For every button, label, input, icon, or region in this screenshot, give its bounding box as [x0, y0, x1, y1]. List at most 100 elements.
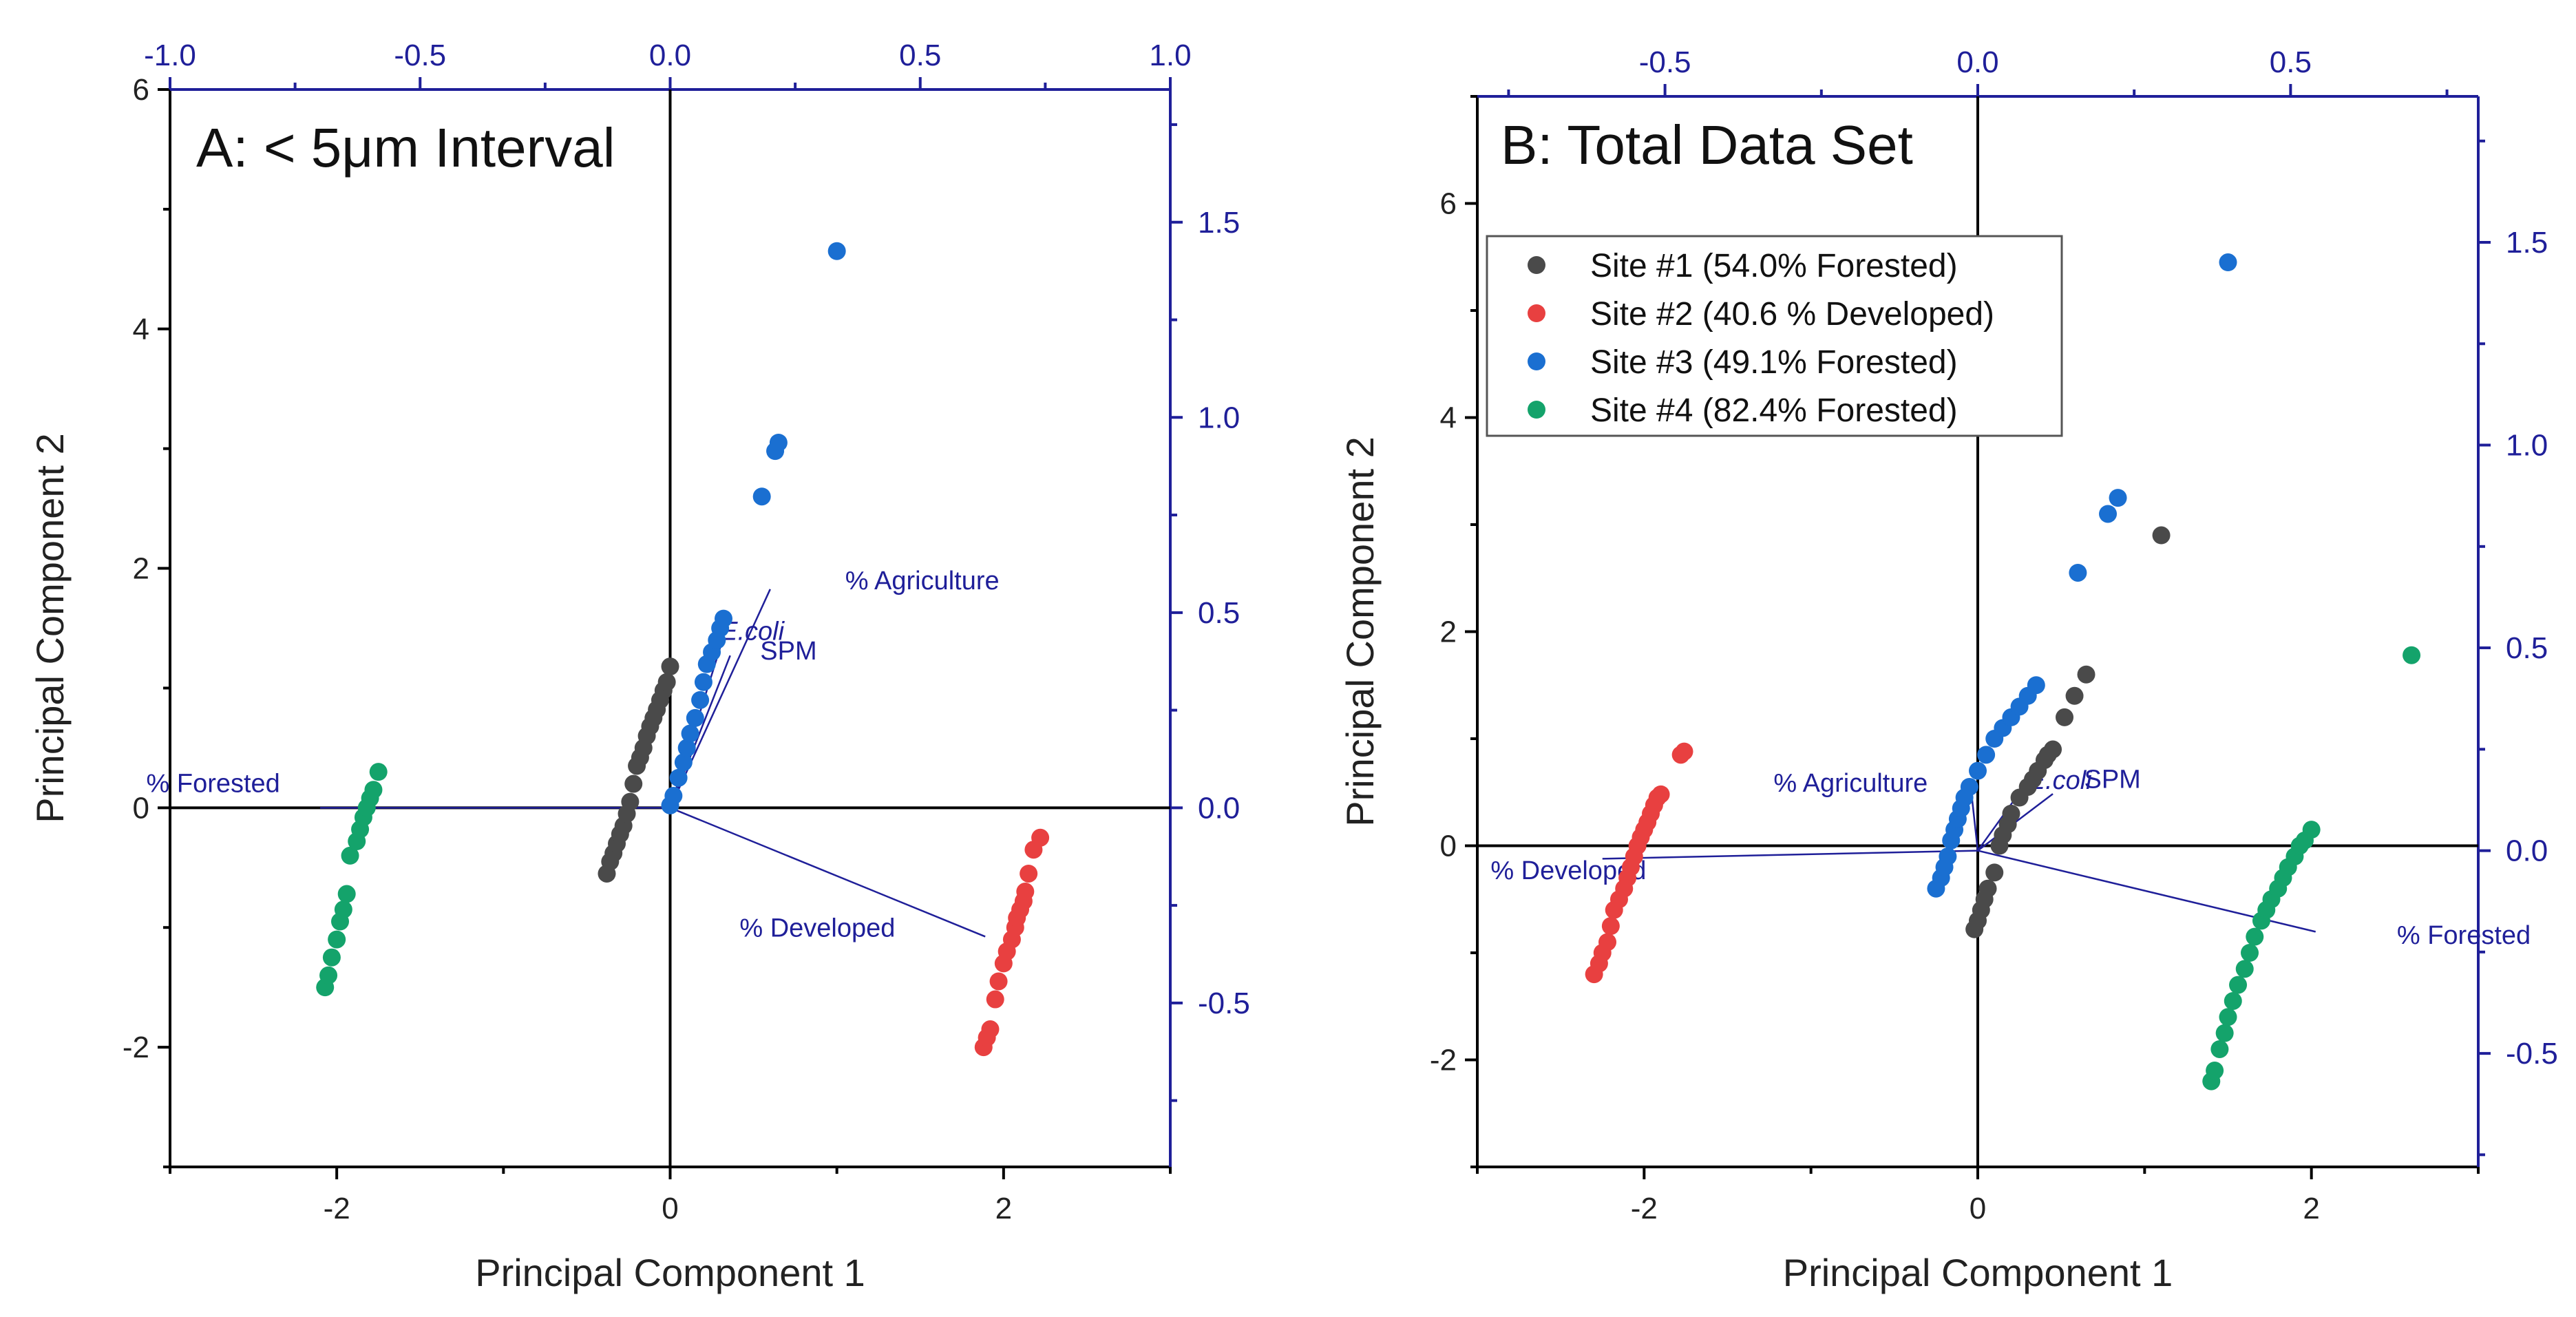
- right-tick-label: -0.5: [1198, 987, 1250, 1020]
- loading-vector: [669, 589, 771, 808]
- y-tick-label: 2: [1440, 615, 1457, 649]
- data-point: [2215, 1024, 2234, 1042]
- y-tick-label: 6: [1440, 187, 1457, 221]
- data-point: [2077, 665, 2095, 684]
- loading-vector: [1602, 850, 1978, 860]
- legend-label: Site #2 (40.6 % Developed): [1590, 296, 1994, 333]
- data-point: [2056, 708, 2074, 726]
- data-point: [2044, 740, 2062, 759]
- loading-vector: [670, 807, 986, 938]
- data-point: [1985, 863, 2004, 882]
- data-point: [827, 242, 846, 260]
- data-point: [341, 846, 359, 865]
- legend-label: Site #4 (82.4% Forested): [1590, 392, 1958, 429]
- data-point: [714, 609, 732, 628]
- x-tick-label: 0: [1970, 1192, 1986, 1225]
- top-tick-label: -1.0: [144, 39, 196, 72]
- data-point: [989, 972, 1008, 991]
- data-point: [369, 763, 388, 781]
- right-tick-label: -0.5: [2506, 1037, 2558, 1071]
- data-point: [1020, 864, 1038, 883]
- y-axis-title: Principal Component 2: [28, 433, 72, 823]
- data-point: [2002, 804, 2020, 823]
- data-point: [1601, 917, 1620, 936]
- loading-label: % Agriculture: [1773, 769, 1928, 798]
- x-tick-label: 2: [995, 1192, 1012, 1225]
- data-point: [1016, 883, 1035, 901]
- legend: Site #1 (54.0% Forested) Site #2 (40.6 % …: [1486, 235, 2063, 437]
- panel-title: A: < 5μm Interval: [196, 117, 615, 178]
- loading-label: % Forested: [2397, 921, 2531, 950]
- data-point: [2099, 505, 2118, 523]
- top-tick-label: -0.5: [1639, 45, 1691, 79]
- legend-marker: [1528, 401, 1545, 419]
- data-point: [2069, 563, 2087, 582]
- legend-marker: [1528, 352, 1545, 370]
- data-point: [981, 1020, 1000, 1039]
- data-point: [1977, 746, 1996, 764]
- data-point: [2109, 489, 2127, 507]
- data-point: [1960, 777, 1978, 796]
- data-point: [2224, 991, 2242, 1010]
- data-point: [694, 673, 712, 691]
- data-point: [2235, 960, 2254, 978]
- data-point: [2302, 821, 2321, 839]
- top-tick-label: 0.5: [2270, 45, 2312, 79]
- x-tick-label: 2: [2303, 1192, 2319, 1225]
- x-tick-label: -2: [324, 1192, 350, 1225]
- data-point: [1978, 879, 1997, 898]
- data-point: [752, 487, 771, 506]
- data-point: [677, 739, 696, 757]
- data-point: [2229, 976, 2248, 994]
- y-axis-title: Principal Component 2: [1338, 436, 1382, 827]
- data-point: [624, 775, 643, 793]
- y-tick-label: 0: [1440, 830, 1457, 863]
- data-point: [1598, 933, 1617, 951]
- y-tick-label: 4: [133, 313, 149, 346]
- data-point: [2210, 1040, 2229, 1058]
- right-tick-label: 1.0: [2506, 429, 2548, 463]
- right-tick-label: 0.0: [2506, 834, 2548, 868]
- data-point: [686, 708, 704, 727]
- right-tick-label: 1.5: [1198, 206, 1240, 240]
- data-point: [1651, 785, 1670, 803]
- data-point: [1939, 847, 1957, 866]
- data-point: [337, 885, 356, 903]
- data-point: [328, 930, 346, 949]
- loading-label: % Forested: [147, 770, 280, 799]
- data-point: [1675, 742, 1693, 761]
- top-tick-label: 1.0: [1149, 39, 1191, 72]
- data-point: [334, 900, 352, 919]
- right-tick-label: 0.5: [1198, 596, 1240, 630]
- data-point: [364, 781, 383, 799]
- data-point: [674, 753, 693, 772]
- data-point: [2027, 676, 2045, 695]
- y-tick-label: 6: [133, 73, 149, 107]
- data-point: [1969, 761, 1987, 780]
- data-point: [986, 990, 1004, 1009]
- panel-title: B: Total Data Set: [1501, 114, 1913, 176]
- data-point: [657, 673, 676, 691]
- data-point: [322, 948, 341, 967]
- data-point: [621, 792, 640, 811]
- y-tick-label: 4: [1440, 401, 1457, 435]
- data-point: [2219, 1008, 2237, 1026]
- data-point: [691, 691, 710, 709]
- data-point: [2219, 253, 2237, 272]
- data-point: [681, 724, 699, 743]
- loading-vector: [1970, 793, 1979, 851]
- data-point: [669, 768, 688, 787]
- right-tick-label: 0.5: [2506, 631, 2548, 665]
- top-tick-label: -0.5: [394, 39, 446, 72]
- data-point: [2152, 526, 2171, 545]
- data-point: [661, 657, 679, 676]
- x-axis-title: Principal Component 1: [475, 1251, 865, 1294]
- data-point: [2241, 944, 2259, 962]
- loading-label: % Developed: [739, 914, 895, 942]
- y-tick-label: -2: [123, 1031, 149, 1064]
- y-tick-label: 0: [133, 791, 149, 825]
- x-tick-label: -2: [1631, 1192, 1658, 1225]
- top-tick-label: 0.0: [649, 39, 691, 72]
- right-tick-label: 1.5: [2506, 226, 2548, 260]
